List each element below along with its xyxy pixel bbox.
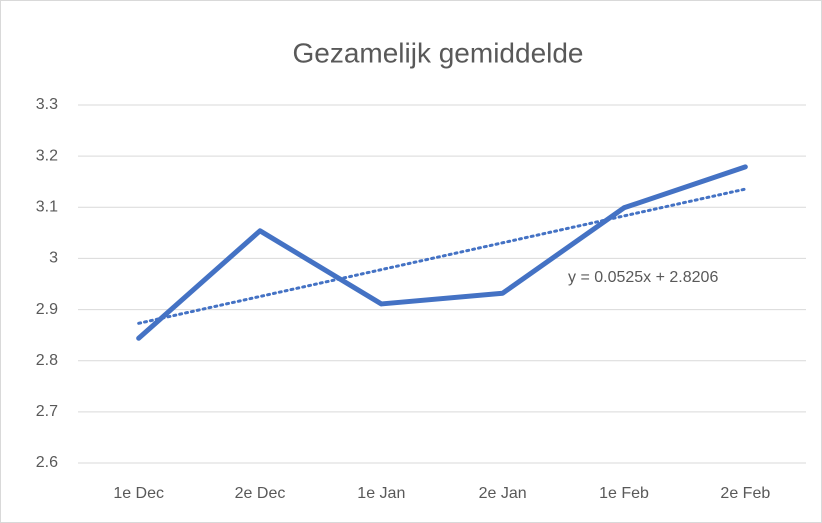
chart-title: Gezamelijk gemiddelde: [292, 37, 583, 68]
x-tick-label: 1e Jan: [357, 485, 405, 502]
y-tick-label: 3.3: [36, 96, 58, 113]
y-tick-label: 2.9: [36, 301, 58, 318]
data-line: [136, 164, 748, 341]
x-tick-label: 1e Feb: [599, 485, 649, 502]
y-tick-label: 3: [49, 250, 58, 267]
x-tick-label: 2e Dec: [235, 485, 286, 502]
x-tick-label: 1e Dec: [113, 485, 164, 502]
y-tick-label: 3.2: [36, 147, 58, 164]
x-tick-label: 2e Jan: [479, 485, 527, 502]
y-tick-label: 2.6: [36, 454, 58, 471]
y-tick-label: 2.8: [36, 352, 58, 369]
trendline-equation: y = 0.0525x + 2.8206: [568, 269, 718, 286]
y-tick-label: 3.1: [36, 199, 58, 216]
y-tick-label: 2.7: [36, 403, 58, 420]
trendline: [137, 187, 747, 325]
x-tick-label: 2e Feb: [720, 485, 770, 502]
